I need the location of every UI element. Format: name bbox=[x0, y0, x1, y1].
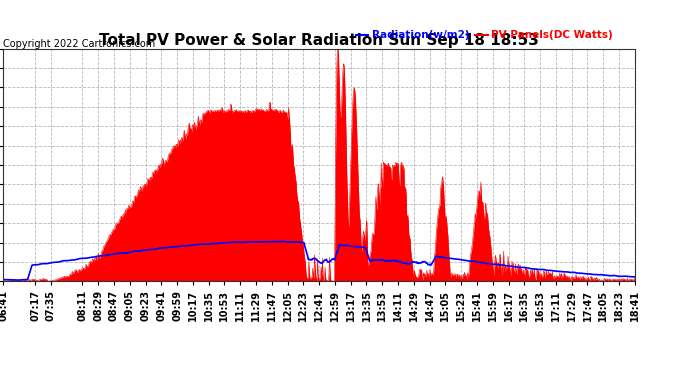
Text: Copyright 2022 Cartronics.com: Copyright 2022 Cartronics.com bbox=[3, 39, 156, 50]
Legend: Radiation(w/m2), PV Panels(DC Watts): Radiation(w/m2), PV Panels(DC Watts) bbox=[352, 26, 617, 44]
Title: Total PV Power & Solar Radiation Sun Sep 18 18:53: Total PV Power & Solar Radiation Sun Sep… bbox=[99, 33, 539, 48]
